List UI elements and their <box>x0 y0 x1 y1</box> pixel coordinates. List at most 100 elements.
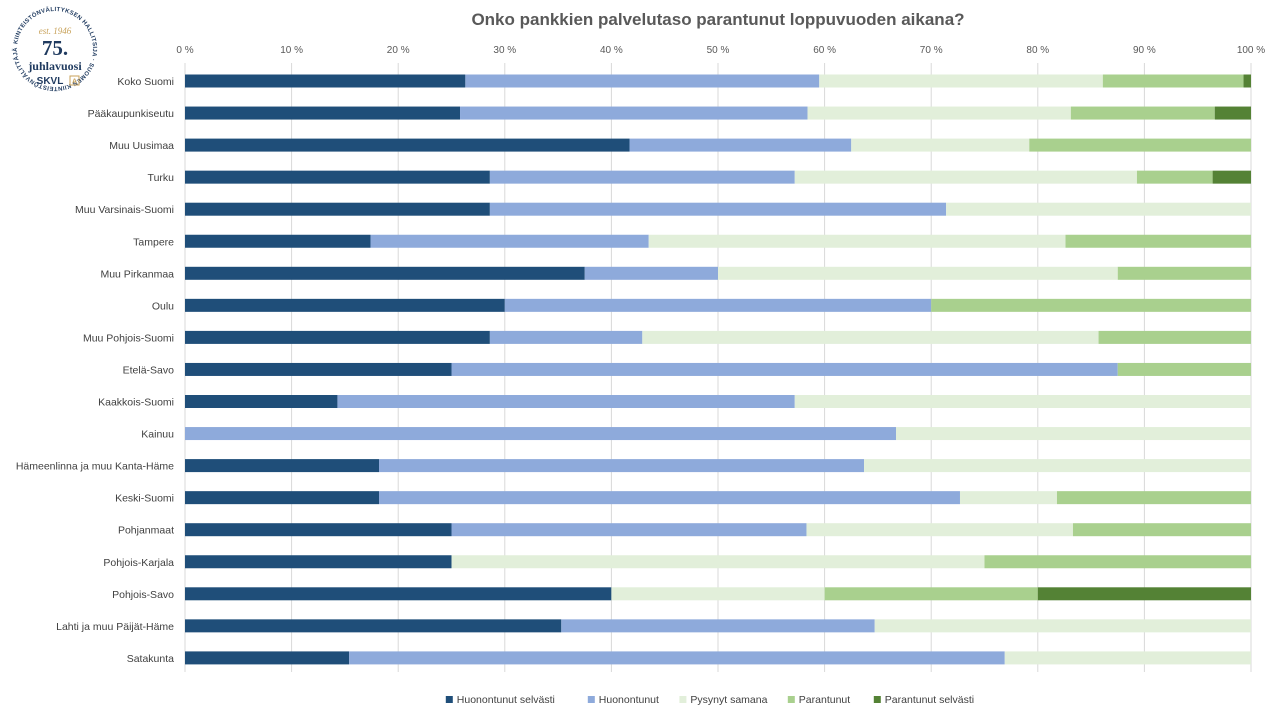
category-label: Pohjois-Karjala <box>103 557 174 569</box>
bar-segment <box>642 330 1099 344</box>
category-label: Lahti ja muu Päijät-Häme <box>56 621 174 633</box>
bar-segment <box>946 202 1251 216</box>
bar-segment <box>1065 234 1251 248</box>
legend-label: Pysynyt samana <box>690 694 767 706</box>
bar-segment <box>489 170 795 184</box>
logo-est: est. 1946 <box>39 26 72 36</box>
x-tick-label: 20 % <box>387 45 410 56</box>
bar-segment <box>718 266 1118 280</box>
bar-segment <box>451 555 985 569</box>
bar-segment <box>185 395 338 408</box>
chart-title: Onko pankkien palvelutaso parantunut lop… <box>471 10 965 29</box>
category-label: Kainuu <box>141 429 174 441</box>
bar-segment <box>1004 651 1251 665</box>
legend-swatch <box>787 696 795 703</box>
bar-segment <box>185 619 562 633</box>
category-label: Satakunta <box>127 653 174 665</box>
category-label: Pohjois-Savo <box>112 589 174 601</box>
bar-segment <box>611 587 825 601</box>
bar-segment <box>185 427 897 441</box>
bar-segment <box>379 459 865 473</box>
category-label: Hämeenlinna ja muu Kanta-Häme <box>16 461 174 473</box>
bar-segment <box>1102 74 1244 88</box>
legend-swatch <box>445 696 453 703</box>
bar-segment <box>504 298 932 312</box>
legend-label: Parantunut <box>799 694 850 706</box>
x-tick-label: 70 % <box>920 45 943 56</box>
legend-swatch <box>679 696 687 703</box>
bar-segment <box>465 74 820 88</box>
bar-segment <box>185 555 452 569</box>
bar-segment <box>931 298 1251 312</box>
bar-segment <box>896 427 1251 441</box>
category-label: Pääkaupunkiseutu <box>88 108 175 120</box>
bar-segment <box>185 266 585 280</box>
bar-segment <box>807 106 1071 120</box>
x-tick-label: 40 % <box>600 45 623 56</box>
x-tick-label: 10 % <box>280 45 303 56</box>
bar-segment <box>185 330 490 344</box>
category-label: Pohjanmaat <box>118 525 174 537</box>
x-tick-label: 0 % <box>176 45 193 56</box>
bar-segment <box>1243 74 1251 88</box>
bar-segment <box>806 523 1073 537</box>
bar-segment <box>185 106 461 120</box>
bar-segment <box>1070 106 1215 120</box>
bar-segment <box>874 619 1251 633</box>
bar-segment <box>185 459 380 473</box>
legend-label: Huonontunut <box>599 694 659 706</box>
legend-swatch <box>873 696 881 703</box>
x-tick-label: 100 % <box>1237 45 1265 56</box>
bar-segment <box>1117 362 1251 376</box>
bar-segment <box>185 491 380 505</box>
logo-word: juhlavuosi <box>27 59 82 73</box>
bar-segment <box>379 491 960 505</box>
logo-number: 75. <box>42 36 68 60</box>
bar-segment <box>489 330 643 344</box>
x-tick-label: 30 % <box>493 45 516 56</box>
bar-segment <box>648 234 1066 248</box>
x-tick-label: 50 % <box>707 45 730 56</box>
bar-segment <box>185 362 452 376</box>
category-label: Muu Pohjois-Suomi <box>83 332 174 344</box>
bar-segment <box>851 138 1030 152</box>
bar-segment <box>185 202 490 216</box>
bar-segment <box>185 298 505 312</box>
bar-segment <box>1029 138 1251 152</box>
bar-segment <box>1212 170 1251 184</box>
bar-segment <box>185 523 452 537</box>
bar-segment <box>370 234 649 248</box>
category-label: Muu Uusimaa <box>109 140 174 152</box>
category-label: Keski-Suomi <box>115 493 174 505</box>
bar-segment <box>1214 106 1251 120</box>
category-label: Muu Varsinais-Suomi <box>75 204 174 216</box>
bar-segment <box>629 138 852 152</box>
anniversary-logo: KIINTEISTÖNVÄLITYKSEN HALLITSIJA · SUOME… <box>10 4 98 92</box>
x-tick-label: 60 % <box>813 45 836 56</box>
logo-brand-mark: A <box>72 79 77 86</box>
bar-segment <box>1072 523 1251 537</box>
bar-segment <box>1056 491 1251 505</box>
bar-segment <box>337 395 795 408</box>
legend-swatch <box>587 696 595 703</box>
x-tick-label: 90 % <box>1133 45 1156 56</box>
bar-segment <box>824 587 1038 601</box>
bar-segment <box>819 74 1103 88</box>
bar-segment <box>185 651 350 665</box>
bar-segment <box>460 106 808 120</box>
category-label: Muu Pirkanmaa <box>100 268 174 280</box>
bar-segment <box>185 74 466 88</box>
bar-segment <box>1037 587 1251 601</box>
bar-segment <box>1098 330 1251 344</box>
bar-segment <box>185 234 371 248</box>
bar-segment <box>185 587 612 601</box>
bar-segment <box>349 651 1005 665</box>
category-label: Tampere <box>133 236 174 248</box>
category-label: Oulu <box>152 300 174 312</box>
logo-brand: SKVL <box>37 76 64 87</box>
bar-segment <box>984 555 1251 569</box>
x-tick-label: 80 % <box>1026 45 1049 56</box>
bar-segment <box>864 459 1251 473</box>
category-label: Koko Suomi <box>117 76 174 88</box>
